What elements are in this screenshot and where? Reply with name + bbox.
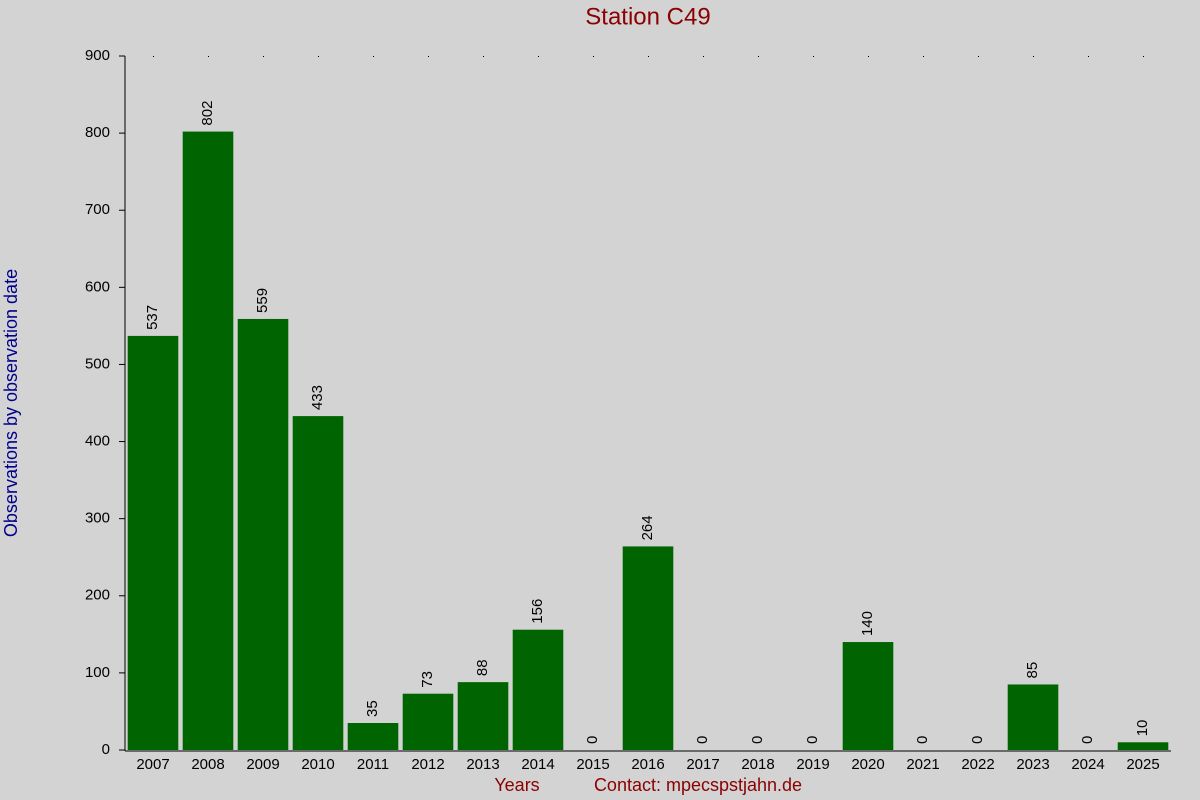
x-tick-label: 2019 xyxy=(796,756,829,773)
bar xyxy=(292,416,344,750)
top-dot xyxy=(593,56,594,57)
bar xyxy=(237,318,289,750)
x-tick-label: 2020 xyxy=(851,756,884,773)
value-label: 537 xyxy=(144,305,161,330)
bar xyxy=(457,682,509,750)
y-axis-label: Observations by observation date xyxy=(1,269,21,537)
top-dot xyxy=(1088,56,1089,57)
value-label: 73 xyxy=(419,671,436,688)
x-tick-label: 2016 xyxy=(631,756,664,773)
top-dot xyxy=(758,56,759,57)
value-label: 10 xyxy=(1134,720,1151,737)
top-dot xyxy=(483,56,484,57)
top-dot xyxy=(318,56,319,57)
x-tick-label: 2012 xyxy=(411,756,444,773)
value-label: 0 xyxy=(694,736,711,744)
top-dot xyxy=(1143,56,1144,57)
value-label: 0 xyxy=(914,736,931,744)
bar xyxy=(1007,684,1059,750)
value-label: 433 xyxy=(309,385,326,410)
x-axis-label: Years xyxy=(494,775,539,795)
x-tick-label: 2025 xyxy=(1126,756,1159,773)
value-label: 140 xyxy=(859,611,876,636)
y-tick-label: 300 xyxy=(85,510,110,527)
x-tick-label: 2009 xyxy=(246,756,279,773)
top-dot xyxy=(868,56,869,57)
bar xyxy=(842,642,894,750)
top-dot xyxy=(813,56,814,57)
value-label: 0 xyxy=(1079,736,1096,744)
top-dot xyxy=(1033,56,1034,57)
bar xyxy=(127,335,179,750)
x-tick-label: 2008 xyxy=(191,756,224,773)
y-tick-label: 700 xyxy=(85,201,110,218)
bar xyxy=(182,131,234,750)
value-label: 264 xyxy=(639,515,656,540)
x-tick-label: 2021 xyxy=(906,756,939,773)
value-label: 0 xyxy=(584,736,601,744)
top-dot xyxy=(648,56,649,57)
value-label: 0 xyxy=(969,736,986,744)
x-tick-label: 2011 xyxy=(357,756,389,773)
value-label: 559 xyxy=(254,288,271,313)
top-dot xyxy=(923,56,924,57)
y-tick-label: 100 xyxy=(85,664,110,681)
y-tick-label: 200 xyxy=(85,587,110,604)
y-tick-label: 800 xyxy=(85,124,110,141)
y-tick-label: 0 xyxy=(102,741,110,758)
top-dot xyxy=(263,56,264,57)
y-tick-label: 900 xyxy=(85,47,110,64)
bar xyxy=(1117,742,1169,750)
top-dot xyxy=(978,56,979,57)
x-tick-label: 2018 xyxy=(741,756,774,773)
bar xyxy=(622,546,674,750)
bar xyxy=(402,693,454,750)
footer: Contact: mpecspstjahn.de xyxy=(594,775,802,795)
value-label: 0 xyxy=(804,736,821,744)
value-label: 35 xyxy=(364,700,381,717)
x-tick-label: 2007 xyxy=(136,756,169,773)
top-dot xyxy=(153,56,154,57)
top-dot xyxy=(208,56,209,57)
x-tick-label: 2013 xyxy=(466,756,499,773)
x-tick-label: 2024 xyxy=(1071,756,1104,773)
top-dot xyxy=(428,56,429,57)
top-dot xyxy=(373,56,374,57)
bar xyxy=(512,629,564,750)
x-tick-label: 2022 xyxy=(961,756,994,773)
value-label: 0 xyxy=(749,736,766,744)
y-tick-label: 400 xyxy=(85,433,110,450)
y-tick-label: 600 xyxy=(85,278,110,295)
y-tick-label: 500 xyxy=(85,355,110,372)
top-dot xyxy=(538,56,539,57)
value-label: 88 xyxy=(474,659,491,676)
chart-title: Station C49 xyxy=(585,3,710,30)
x-tick-label: 2017 xyxy=(686,756,719,773)
value-label: 802 xyxy=(199,101,216,126)
value-label: 85 xyxy=(1024,662,1041,679)
bar xyxy=(347,723,399,750)
x-tick-label: 2015 xyxy=(576,756,609,773)
x-tick-label: 2010 xyxy=(301,756,334,773)
value-label: 156 xyxy=(529,599,546,624)
x-tick-label: 2014 xyxy=(521,756,554,773)
x-tick-label: 2023 xyxy=(1016,756,1049,773)
top-dot xyxy=(703,56,704,57)
